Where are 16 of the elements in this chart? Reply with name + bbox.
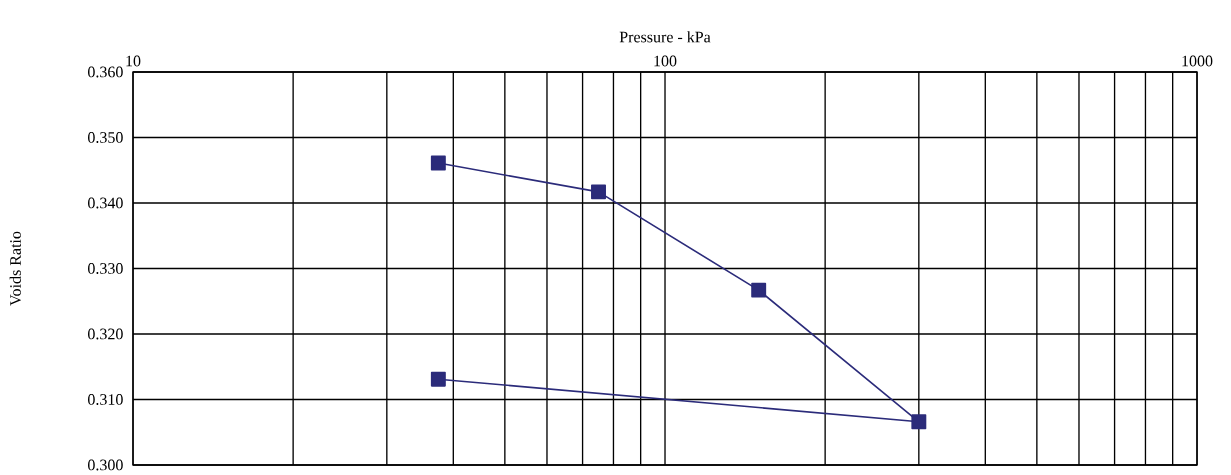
y-tick-label: 0.320 (88, 328, 123, 340)
y-tick-label: 0.360 (88, 66, 123, 78)
y-axis-title: Voids Ratio (9, 231, 22, 306)
y-tick-label: 0.310 (88, 394, 123, 405)
point (430, 155, 446, 171)
y-tick-label: 0.340 (88, 197, 123, 209)
point (591, 184, 606, 200)
x-tick-label: 10 (126, 55, 141, 67)
x-axis-title: Pressure - kPa (619, 31, 711, 43)
y-tick-label: 0.300 (88, 459, 123, 471)
x-tick-label: 1000 (1182, 55, 1213, 67)
point (751, 282, 767, 298)
point (911, 414, 927, 430)
x-tick-label: 100 (654, 55, 677, 67)
y-tick-label: 0.350 (88, 132, 123, 143)
y-tick-label: 0.330 (88, 263, 123, 274)
